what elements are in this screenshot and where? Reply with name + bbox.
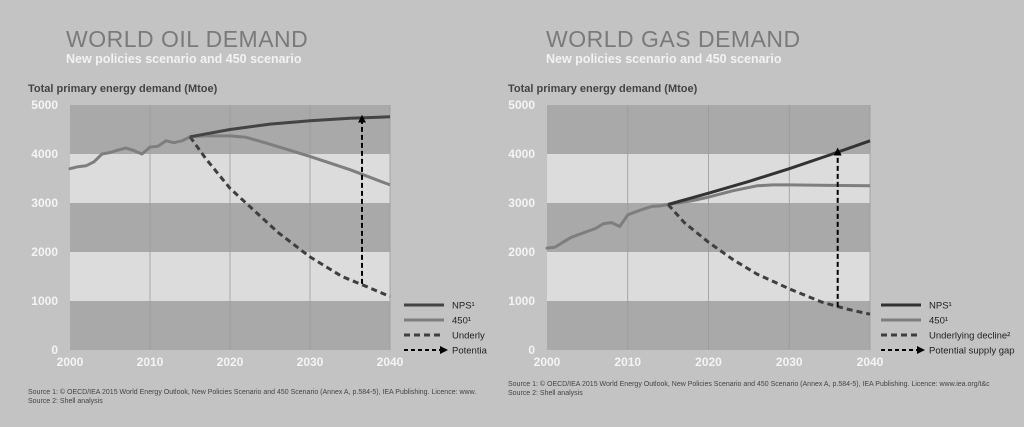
y-tick-label: 3000 [31,196,58,210]
series-line-1 [189,134,391,187]
series-line-2 [188,135,391,298]
legend-label: 450¹ [452,316,471,327]
y-axis-label: Total primary energy demand (Mtoe) [28,83,218,95]
y-tick-label: 1000 [31,294,58,308]
source-1: Source 1: © OECD/IEA 2015 World Energy O… [28,389,477,396]
y-tick-label: 2000 [508,245,535,259]
y-tick-label: 1000 [508,294,535,308]
x-tick-label: 2020 [217,355,244,369]
legend-label: Underlying decline² [929,331,1010,342]
x-tick-label: 2010 [614,355,641,369]
chart-title: WORLD OIL DEMAND [66,26,309,52]
legend-label: NPS¹ [929,301,952,312]
y-tick-label: 4000 [508,147,535,161]
legend-label: Potentia [452,346,488,357]
x-tick-label: 2010 [137,355,164,369]
series-line-1 [667,183,871,206]
y-tick-label: 2000 [31,245,58,259]
history-line [545,203,670,250]
source-1: Source 1: © OECD/IEA 2015 World Energy O… [508,381,990,388]
y-tick-label: 0 [528,343,535,357]
y-tick-label: 3000 [508,196,535,210]
chart-subtitle: New policies scenario and 450 scenario [546,52,782,66]
oil-demand-panel: WORLD OIL DEMAND New policies scenario a… [0,0,500,427]
y-tick-label: 5000 [508,98,535,112]
x-tick-label: 2000 [57,355,84,369]
x-tick-label: 2000 [534,355,561,369]
series-line-0 [189,115,391,139]
y-tick-label: 0 [51,343,58,357]
x-tick-label: 2030 [297,355,324,369]
source-2: Source 2: Shell analysis [28,398,103,405]
chart-title: WORLD GAS DEMAND [546,26,801,52]
x-tick-label: 2030 [776,355,803,369]
legend-label: NPS¹ [452,301,475,312]
x-tick-label: 2040 [377,355,404,369]
gas-demand-panel: WORLD GAS DEMAND New policies scenario a… [480,0,990,427]
legend-label: Underly [452,331,485,342]
chart-subtitle: New policies scenario and 450 scenario [66,52,302,66]
history-line [68,135,192,171]
x-tick-label: 2020 [695,355,722,369]
source-2: Source 2: Shell analysis [508,390,583,397]
legend-label: 450¹ [929,316,948,327]
legend-label: Potential supply gap [929,346,1015,357]
y-tick-label: 5000 [31,98,58,112]
y-axis-label: Total primary energy demand (Mtoe) [508,83,698,95]
x-tick-label: 2040 [857,355,884,369]
y-tick-label: 4000 [31,147,58,161]
